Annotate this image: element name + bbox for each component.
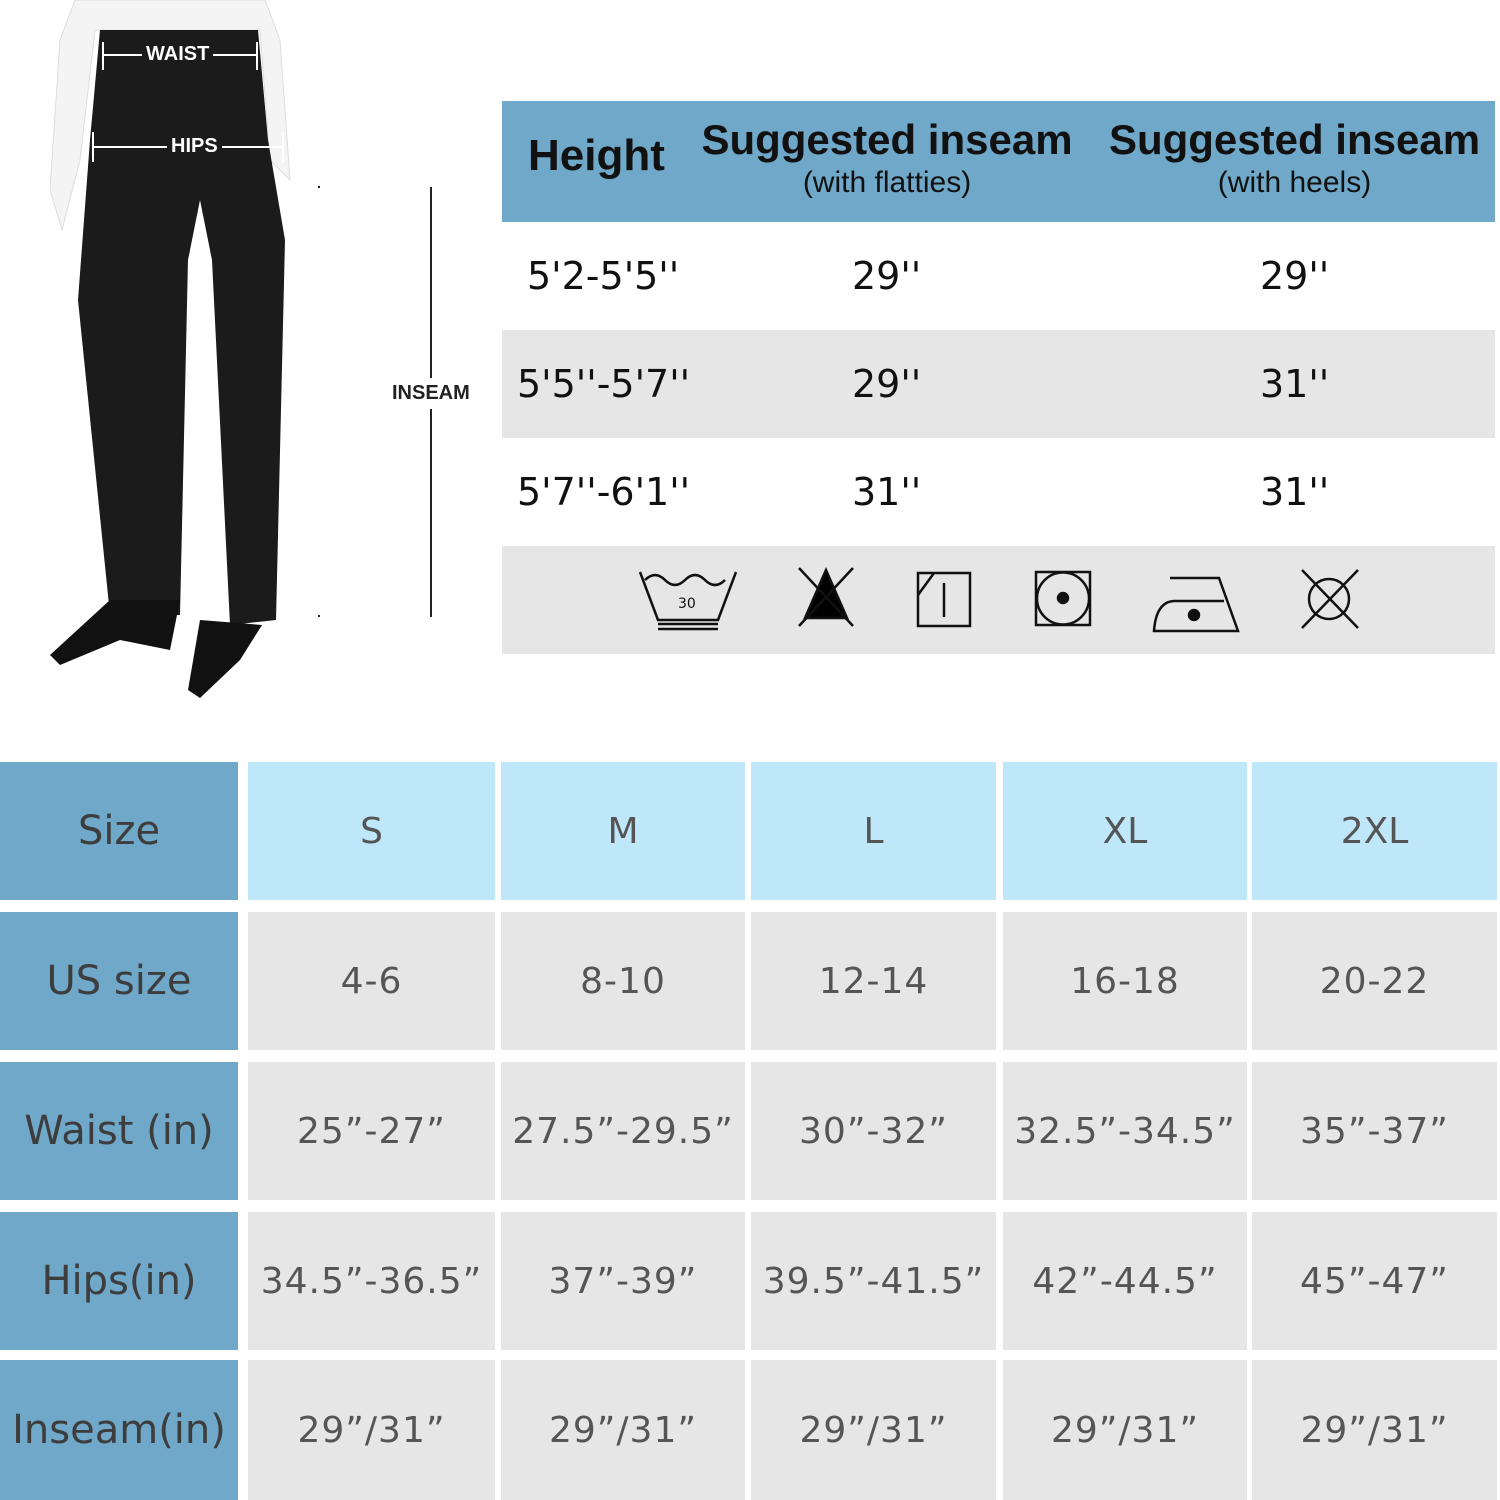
size-cell: 35”-37”: [1252, 1062, 1497, 1200]
size-row-label: Inseam(in): [0, 1360, 238, 1500]
size-row-label: Size: [0, 762, 238, 900]
iron-low-icon: [1152, 576, 1240, 633]
size-cell: 16-18: [1003, 912, 1247, 1050]
size-cell: 32.5”-34.5”: [1003, 1062, 1247, 1200]
do-not-dry-clean-icon: [1301, 569, 1359, 629]
size-cell: 27.5”-29.5”: [501, 1062, 745, 1200]
size-row-label: US size: [0, 912, 238, 1050]
size-cell: 29”/31”: [248, 1360, 495, 1500]
inseam-cell: 29'': [852, 362, 922, 406]
inseam-row: 5'7''-6'1'' 31'' 31'': [502, 438, 1495, 546]
pants-model-figure: [49, 0, 320, 698]
inseam-cell: 5'7''-6'1'': [517, 470, 691, 514]
inseam-cell: 31'': [852, 470, 922, 514]
size-cell: 39.5”-41.5”: [751, 1212, 996, 1350]
inseam-cell: 29'': [1260, 254, 1330, 298]
size-cell: 45”-47”: [1252, 1212, 1497, 1350]
inseam-cell: 5'5''-5'7'': [517, 362, 691, 406]
size-cell: 20-22: [1252, 912, 1497, 1050]
size-cell: 29”/31”: [1003, 1360, 1247, 1500]
header-heels: Suggested inseam (with heels): [1097, 115, 1492, 201]
size-cell: 30”-32”: [751, 1062, 996, 1200]
size-cell: S: [248, 762, 495, 900]
inseam-cell: 31'': [1260, 470, 1330, 514]
size-cell: 29”/31”: [751, 1360, 996, 1500]
header-sub: (with flatties): [802, 166, 972, 199]
inseam-cell: 5'2-5'5'': [527, 254, 680, 298]
size-cell: 29”/31”: [501, 1360, 745, 1500]
inseam-row: 5'5''-5'7'' 29'' 31'': [502, 330, 1495, 438]
size-cell: 4-6: [248, 912, 495, 1050]
inseam-row: 5'2-5'5'' 29'' 29'': [502, 222, 1495, 330]
size-cell: 12-14: [751, 912, 996, 1050]
size-cell: 2XL: [1252, 762, 1497, 900]
care-icons-row: 30: [502, 546, 1495, 654]
header-title: Suggested inseam: [1108, 116, 1481, 163]
hips-label: HIPS: [167, 135, 222, 158]
inseam-cell: 31'': [1260, 362, 1330, 406]
waist-label: WAIST: [142, 43, 214, 66]
size-row-label: Waist (in): [0, 1062, 238, 1200]
inseam-measure-line: [318, 186, 320, 617]
size-cell: 8-10: [501, 912, 745, 1050]
size-cell: M: [501, 762, 745, 900]
header-height: Height: [528, 131, 665, 180]
size-cell: XL: [1003, 762, 1247, 900]
size-cell: L: [751, 762, 996, 900]
do-not-bleach-icon: [798, 566, 854, 627]
inseam-table-header: Height Suggested inseam (with flatties) …: [502, 101, 1495, 222]
svg-text:30: 30: [678, 596, 696, 612]
size-cell: 37”-39”: [501, 1212, 745, 1350]
header-sub: (with heels): [1217, 166, 1372, 199]
header-flatties: Suggested inseam (with flatties): [687, 115, 1087, 201]
size-cell: 25”-27”: [248, 1062, 495, 1200]
size-row-label: Hips(in): [0, 1212, 238, 1350]
inseam-cell: 29'': [852, 254, 922, 298]
line-dry-shade-icon: [916, 571, 972, 628]
inseam-label: INSEAM: [388, 378, 474, 409]
size-cell: 34.5”-36.5”: [248, 1212, 495, 1350]
size-cell: 42”-44.5”: [1003, 1212, 1247, 1350]
size-cell: 29”/31”: [1252, 1360, 1497, 1500]
tumble-dry-low-icon: [1034, 570, 1092, 627]
header-title: Suggested inseam: [701, 116, 1073, 163]
wash-30-gentle-icon: 30: [638, 571, 738, 631]
